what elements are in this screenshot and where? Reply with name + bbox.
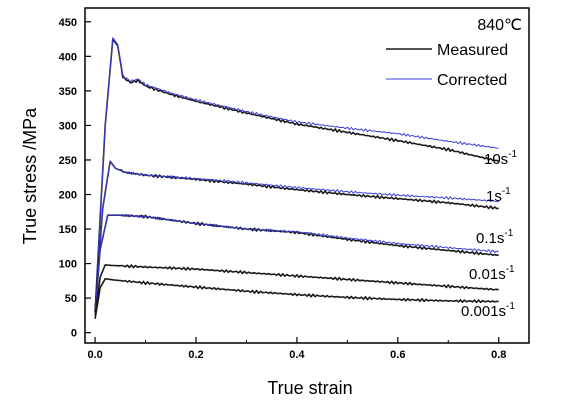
series-line-measured-curve-4 [94, 277, 499, 319]
y-axis-title: True stress /MPa [20, 107, 40, 244]
chart-title-temperature: 840℃ [477, 17, 522, 34]
y-tick-label: 400 [59, 51, 77, 63]
curve-labels: 10s-1 1s-1 0.1s-1 0.01s-1 0.001s-1 [461, 149, 518, 320]
y-tick-label: 250 [59, 155, 77, 167]
y-tick-label: 150 [59, 224, 77, 236]
y-axis: 0 50 100 150 200 250 300 350 400 450 [59, 17, 91, 340]
series-group [94, 37, 500, 319]
legend: 840℃ Measured Corrected [386, 17, 522, 89]
x-axis: 0.0 0.2 0.4 0.6 0.8 [87, 337, 506, 361]
series-line-measured-curve-0 [94, 38, 500, 312]
plot-frame [84, 7, 530, 344]
legend-label-measured: Measured [437, 42, 508, 59]
series-line-measured-curve-3 [94, 264, 499, 316]
x-tick-label: 0.6 [390, 349, 405, 361]
y-tick-label: 0 [71, 328, 77, 340]
series-line-measured-curve-2 [94, 214, 499, 312]
y-tick-label: 450 [59, 17, 77, 29]
curve-label-0-01: 0.01s-1 [469, 264, 515, 283]
series-line-corrected-curve-2 [94, 213, 499, 312]
series-line-corrected-curve-0 [94, 37, 499, 312]
series-line-corrected-curve-1 [94, 160, 499, 312]
curve-label-0-001: 0.001s-1 [461, 301, 515, 320]
series-line-measured-curve-1 [94, 160, 499, 312]
x-axis-title: True strain [267, 378, 352, 398]
x-tick-label: 0.0 [87, 349, 102, 361]
plot-area [84, 7, 530, 344]
x-tick-label: 0.2 [188, 349, 203, 361]
y-tick-label: 300 [59, 120, 77, 132]
curve-label-0-1: 0.1s-1 [476, 228, 514, 247]
y-tick-label: 350 [59, 86, 77, 98]
y-tick-label: 100 [59, 259, 77, 271]
x-tick-label: 0.4 [289, 349, 305, 361]
curve-label-10: 10s-1 [484, 149, 518, 168]
y-tick-label: 200 [59, 189, 77, 201]
curve-label-1: 1s-1 [486, 186, 511, 205]
x-tick-label: 0.8 [491, 349, 506, 361]
legend-label-corrected: Corrected [437, 72, 507, 89]
y-tick-label: 50 [65, 293, 77, 305]
